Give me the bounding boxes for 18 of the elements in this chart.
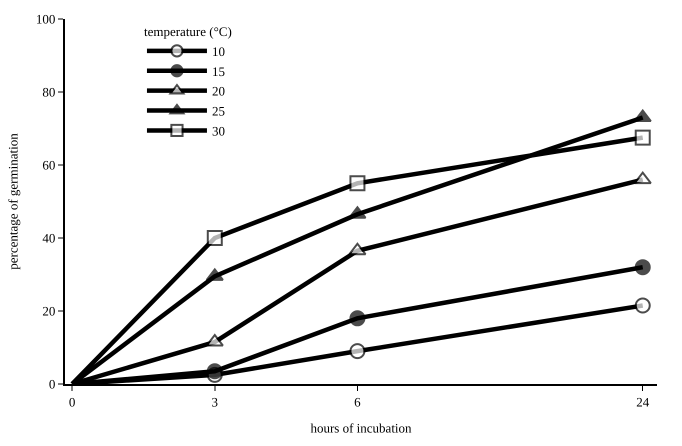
legend-label: 20: [212, 84, 225, 99]
y-tick-label: 100: [36, 12, 56, 27]
x-tick-label: 24: [636, 394, 650, 410]
legend-label: 10: [212, 44, 225, 59]
y-tick-label: 80: [42, 84, 56, 100]
legend-label: 30: [212, 124, 225, 139]
y-tick-label: 20: [42, 304, 56, 319]
y-tick-label: 0: [48, 376, 56, 392]
y-tick-label: 40: [42, 230, 56, 246]
y-tick-label: 60: [42, 158, 56, 173]
x-tick-label: 3: [212, 394, 218, 410]
x-tick-label: 6: [354, 394, 362, 410]
legend-label: 25: [212, 104, 225, 119]
x-tick-label: 0: [68, 394, 76, 410]
x-axis-title: hours of incubation: [310, 420, 412, 436]
legend-label: 15: [212, 64, 225, 79]
legend-title: temperature (°C): [144, 24, 232, 39]
y-axis-title: percentage of germination: [5, 132, 20, 270]
